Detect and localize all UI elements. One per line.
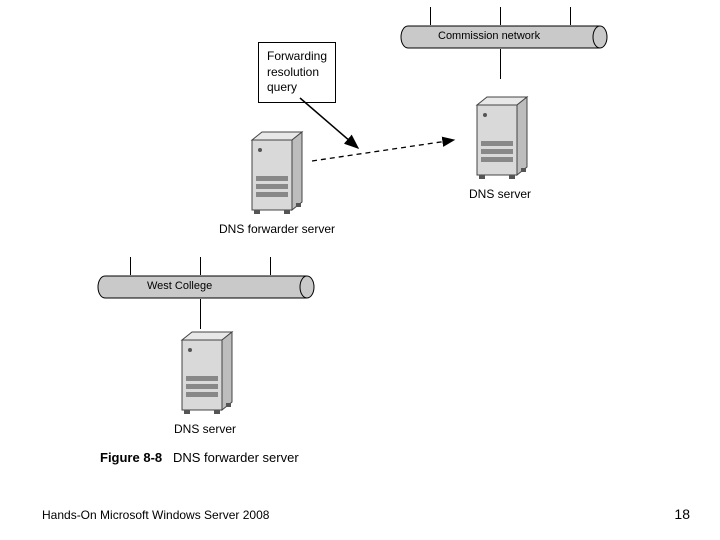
dns-forwarder-server-icon [240, 130, 308, 227]
dns-server-bottom-icon [170, 330, 238, 427]
dns-forwarder-label: DNS forwarder server [217, 222, 337, 236]
dns-server-top-label: DNS server [455, 187, 545, 201]
figure-number: Figure 8-8 [100, 450, 162, 465]
dns-forwarder-diagram: Commission network West College Forwardi… [0, 0, 720, 540]
figure-caption: Figure 8-8 DNS forwarder server [100, 450, 299, 465]
dns-server-bottom-label: DNS server [160, 422, 250, 436]
page-number: 18 [674, 506, 690, 522]
footer-text: Hands-On Microsoft Windows Server 2008 [42, 508, 269, 522]
dns-server-top-icon [465, 95, 533, 192]
figure-title: DNS forwarder server [173, 450, 299, 465]
